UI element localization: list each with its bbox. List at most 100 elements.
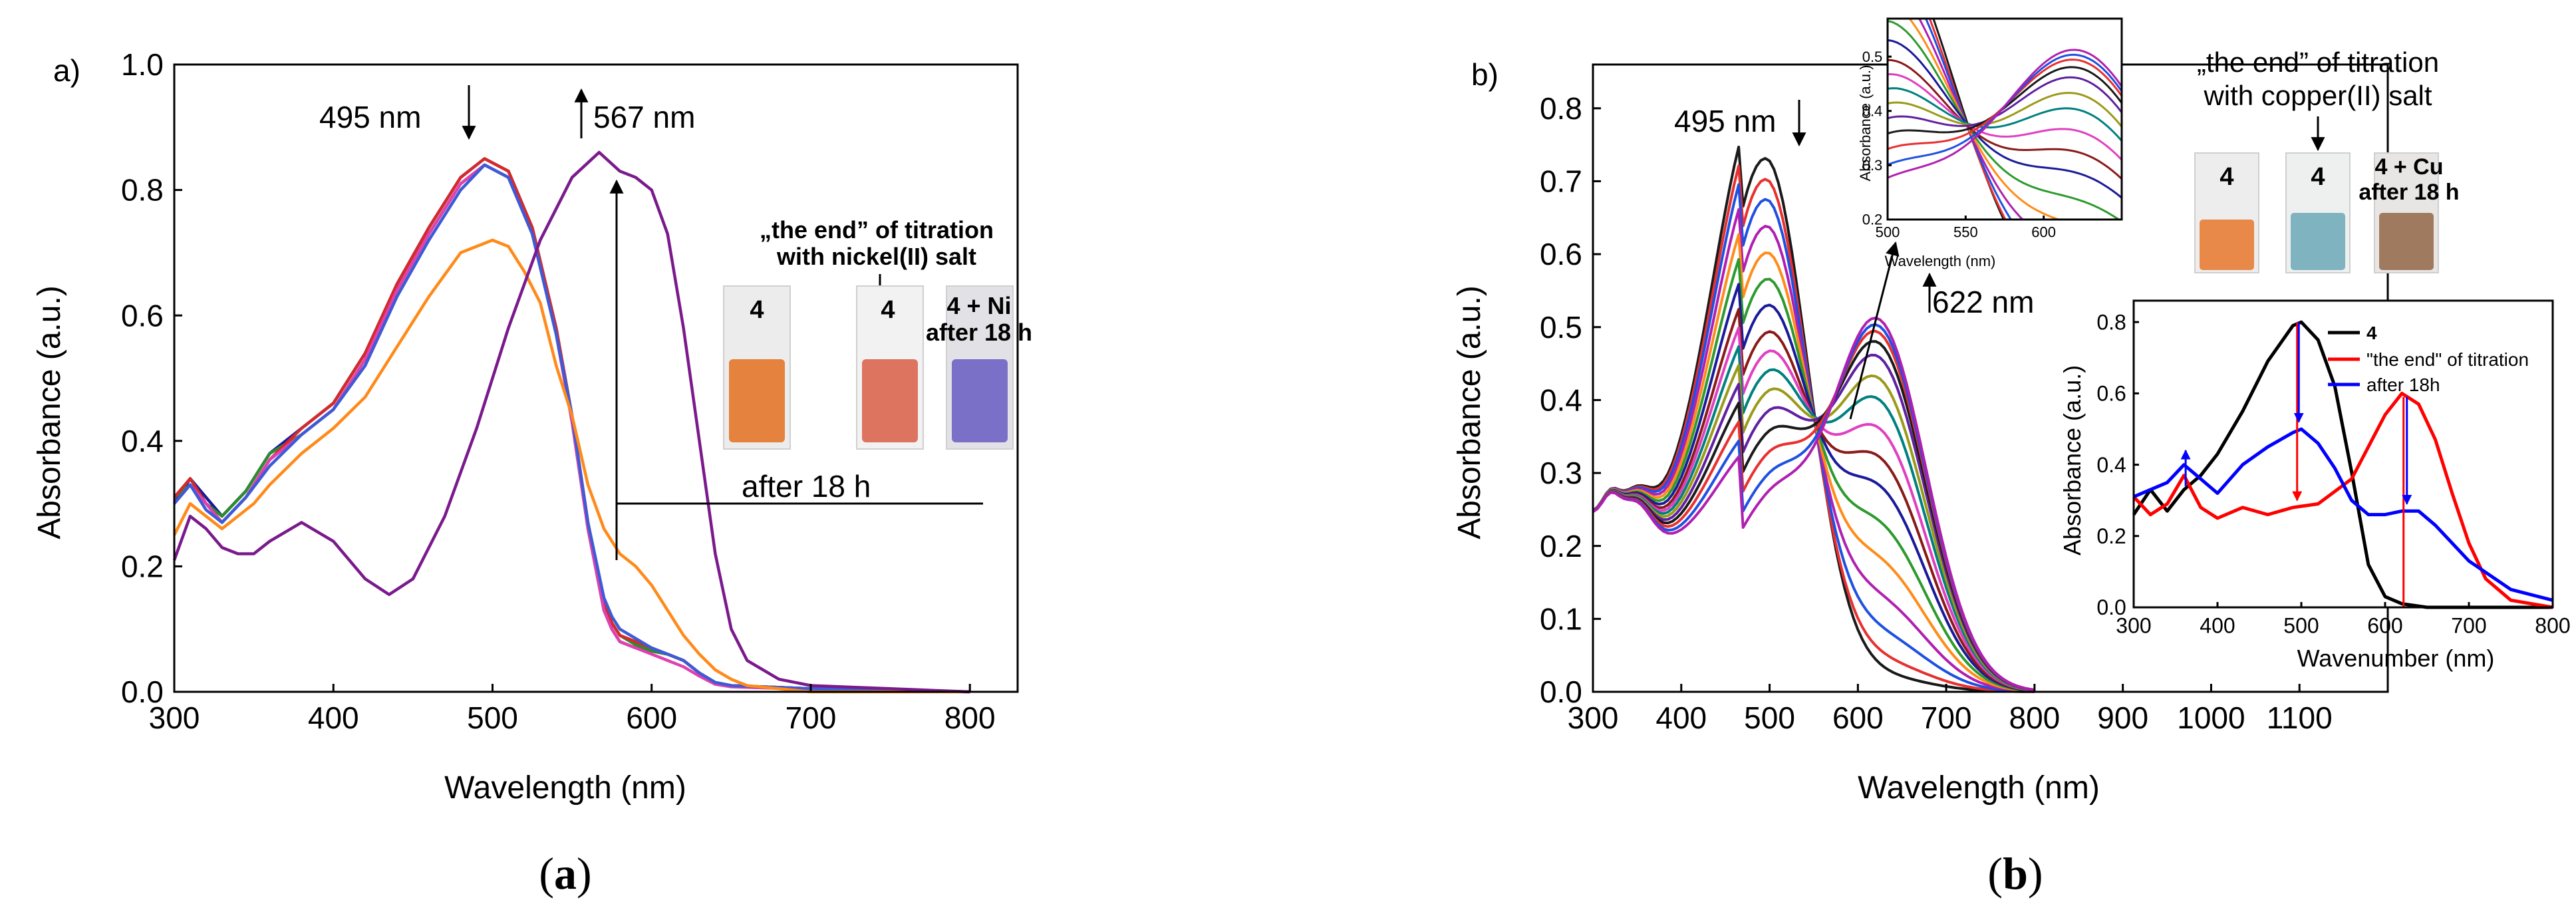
zoom-inset-ytick-label: 0.4: [1862, 102, 1883, 119]
panel-a: a) 300 400 500 600 700 8000.00.20.40.60.81.0 …: [32, 47, 1032, 899]
panel-a-ytick-label: 0.8: [121, 173, 164, 208]
cmp-inset-ytick-label: 0.4: [2096, 453, 2126, 477]
panel-b-xlabel: Wavelength (nm): [1858, 770, 2100, 806]
panel-a-annot-567: 567 nm: [593, 100, 695, 134]
cmp-inset-ytick-label: 0.0: [2096, 595, 2126, 619]
cmp-inset-xlabel: Wavenumber (nm): [2297, 645, 2495, 672]
panel-a-ytick-label: 1.0: [121, 47, 164, 82]
panel-b-xtick-label: 1000: [2177, 700, 2245, 735]
panel-a-ytick-label: 0.6: [121, 298, 164, 333]
panel-a-ytick-label: 0.4: [121, 424, 164, 458]
zoom-inset-line: [1888, 19, 2121, 220]
zoom-inset-ylabel: Absorbance (a.u.): [1857, 65, 1874, 182]
vial-a-2-label: 4: [881, 296, 895, 324]
cmp-legend-3: after 18h: [2366, 375, 2440, 395]
vial-b-3: 4 + Cu after 18 h: [2359, 152, 2460, 273]
panel-b-annot-622: 622 nm: [1932, 285, 2034, 319]
vial-b-2-label: 4: [2311, 163, 2325, 191]
cmp-legend-2: "the end" of titration: [2366, 349, 2529, 370]
panel-b-ytick-label: 0.7: [1540, 164, 1582, 199]
zoom-inset-line: [1888, 87, 2122, 142]
vial-b-3-label-1: 4 + Cu: [2375, 154, 2444, 180]
vial-b-1-label: 4: [2219, 163, 2233, 191]
zoom-inset-xtick-label: 550: [1953, 224, 1978, 240]
vial-a-2: 4: [856, 285, 924, 450]
panel-b-xtick-label: 800: [2009, 700, 2061, 735]
cmp-inset-xtick-label: 400: [2200, 613, 2235, 637]
panel-b-xtick-label: 500: [1744, 700, 1795, 735]
panel-b-photo-inset: „the end” of titration with copper(II) s…: [2194, 47, 2460, 273]
panel-b-series: [1592, 146, 2035, 693]
vial-a-1: 4: [723, 285, 791, 450]
zoom-inset-ytick-label: 0.3: [1862, 157, 1883, 174]
panel-a-xtick-label: 500: [467, 700, 518, 735]
cmp-inset-xtick-label: 500: [2283, 613, 2319, 637]
cmp-inset-series-line: [2132, 391, 2553, 609]
panel-a-xlabel: Wavelength (nm): [444, 770, 686, 806]
panel-a-photo-inset: „the end” of titration with nickel(II) s…: [723, 216, 1032, 450]
zoom-inset-ytick-label: 0.5: [1862, 49, 1883, 65]
vial-b-2: 4: [2285, 152, 2351, 273]
panel-b-photo-caption-2: with copper(II) salt: [2203, 80, 2432, 111]
zoom-inset-line: [1918, 19, 2025, 220]
panel-a-photo-caption-1: „the end” of titration: [760, 216, 994, 243]
caption-b: (b): [1987, 848, 2043, 899]
panel-a-series: [172, 150, 970, 694]
panel-a-xtick-label: 700: [786, 700, 837, 735]
panel-a-xtick-label: 800: [944, 700, 996, 735]
zoom-inset-xlabel: Wavelength (nm): [1885, 253, 1996, 269]
vial-a-1-label: 4: [750, 296, 764, 324]
vial-a-3-label-2: after 18 h: [926, 319, 1032, 346]
zoom-inset-line: [1908, 19, 2062, 220]
panel-a-axes: 300 400 500 600 700 800 0.0 0.2 0.4 0.6 0.8 1.0: [121, 47, 1019, 735]
panel-a-photo-caption-2: with nickel(II) salt: [776, 243, 976, 270]
zoom-inset-line: [1888, 92, 2122, 128]
panel-a-ylabel: Absorbance (a.u.): [32, 285, 67, 539]
vial-a-3-label-1: 4 + Ni: [946, 292, 1011, 319]
panel-a-ytick-label: 0.0: [121, 675, 164, 709]
panel-b-xtick-label: 700: [1921, 700, 1972, 735]
panel-b-ytick-label: 0.5: [1540, 310, 1582, 345]
zoom-inset-line: [1888, 73, 2122, 161]
zoom-inset-lines: [1888, 19, 2122, 220]
panel-a-annot-after18: after 18 h: [742, 469, 871, 504]
zoom-inset-line: [1888, 49, 2122, 179]
cmp-inset-series-line: [2132, 320, 2553, 609]
zoom-inset-line: [1928, 19, 2007, 220]
panel-b-xtick-label: 600: [1832, 700, 1884, 735]
zoom-inset-line: [1888, 76, 2122, 127]
panel-b-titration-line: [1592, 345, 2035, 692]
cmp-inset-bg: [2134, 301, 2553, 607]
panel-b-annot-495: 495 nm: [1674, 104, 1776, 138]
panel-b-titration-line: [1592, 164, 2035, 693]
panel-a-ytick-label: 0.2: [121, 549, 164, 584]
vial-a-3: 4 + Ni after 18 h: [926, 285, 1032, 450]
panel-b: b) 300 400 500 600 700 800 900 1000 1100 0.0 0.1 0.…: [1452, 17, 2571, 899]
panel-b-zoom-pointer: [1849, 241, 1900, 420]
zoom-inset-xtick-label: 600: [2031, 224, 2056, 240]
panel-b-titration-line: [1592, 208, 2035, 693]
panel-b-ytick-label: 0.4: [1540, 382, 1582, 417]
cmp-inset-xtick-label: 700: [2451, 613, 2486, 637]
panel-b-xtick-label: 400: [1655, 700, 1707, 735]
panel-b-label: b): [1471, 57, 1499, 92]
cmp-inset-xtick-label: 600: [2367, 613, 2402, 637]
vial-b-1: 4: [2194, 152, 2259, 273]
panel-b-ylabel: Absorbance (a.u.): [1452, 285, 1487, 539]
panel-b-ytick-label: 0.0: [1540, 675, 1582, 709]
panel-a-series-line: [172, 150, 970, 694]
zoom-inset-ytick-label: 0.2: [1862, 212, 1883, 228]
panel-b-ytick-label: 0.6: [1540, 237, 1582, 271]
panel-b-xtick-label: 300: [1568, 700, 1619, 735]
cmp-inset-ytick-label: 0.2: [2096, 524, 2126, 548]
cmp-legend-1: 4: [2366, 323, 2377, 343]
panel-a-series-line: [172, 238, 970, 694]
zoom-inset-line: [1924, 19, 2013, 220]
cmp-inset-ytick-label: 0.6: [2096, 382, 2126, 406]
cmp-inset-ytick-label: 0.8: [2096, 310, 2126, 334]
panel-b-comparison-inset: 300 400 500 600 700 800 0.0 0.2 0.4 0.6 0.8: [2096, 299, 2571, 637]
panel-a-xtick-label: 600: [626, 700, 677, 735]
cmp-inset-frame: [2132, 299, 2554, 609]
panel-b-axes: 300 400 500 600 700 800 900 1000 1100 0.0 0.1 0.2 0.…: [1540, 63, 2389, 735]
